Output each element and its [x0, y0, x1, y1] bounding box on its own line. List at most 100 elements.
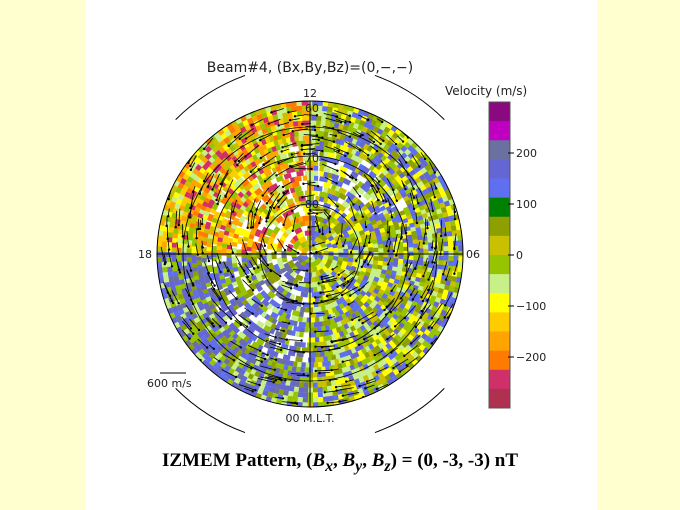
velocity-cell — [232, 217, 240, 226]
vector-origin — [314, 369, 317, 373]
vector-origin — [398, 370, 402, 373]
flow-vector — [326, 292, 341, 297]
vector-origin — [386, 168, 390, 171]
vector-origin — [453, 272, 456, 275]
velocity-cell — [255, 216, 264, 225]
flow-vector — [168, 190, 172, 200]
vector-origin — [365, 380, 369, 383]
vector-origin — [363, 260, 366, 264]
vector-origin — [284, 379, 287, 382]
vector-origin — [334, 385, 338, 389]
vector-origin — [328, 230, 332, 234]
vector-origin — [290, 153, 294, 156]
vector-origin — [248, 280, 252, 284]
velocity-cell — [302, 215, 311, 222]
flow-vector — [204, 261, 210, 274]
colorbar-swatch — [489, 369, 510, 390]
vector-origin — [216, 202, 219, 206]
velocity-cell — [227, 304, 236, 313]
flow-vector — [370, 184, 379, 201]
vector-origin — [307, 226, 311, 229]
flow-vector — [277, 378, 286, 381]
flow-vector — [210, 287, 221, 300]
vector-origin — [270, 192, 273, 195]
vector-origin — [335, 389, 338, 392]
velocity-cell — [327, 152, 336, 159]
velocity-cell — [308, 357, 316, 363]
vector-origin — [263, 180, 267, 183]
vector-origin — [366, 263, 370, 266]
velocity-cell — [302, 205, 311, 211]
vector-origin — [219, 270, 222, 274]
vector-origin — [266, 263, 270, 267]
flow-vector — [163, 254, 167, 263]
velocity-cell — [243, 229, 251, 239]
flow-vector — [234, 131, 243, 138]
flow-vector — [323, 113, 338, 117]
vector-origin — [323, 391, 327, 394]
flow-vector — [166, 215, 168, 226]
vector-origin — [346, 280, 350, 283]
vector-origin — [170, 265, 174, 268]
flow-vector — [267, 375, 281, 379]
vector-origin — [306, 374, 310, 377]
vector-origin — [321, 149, 324, 153]
vector-origin — [344, 121, 347, 124]
velocity-cell — [296, 190, 304, 197]
vector-origin — [229, 317, 233, 320]
velocity-cell — [246, 288, 255, 297]
vector-origin — [265, 202, 269, 205]
vector-origin — [320, 300, 323, 303]
vector-origin — [433, 171, 436, 174]
vector-origin — [280, 150, 283, 153]
outer-arc — [374, 387, 445, 434]
colorbar-swatch — [489, 274, 510, 294]
vector-origin — [354, 218, 357, 222]
flow-vector — [320, 290, 334, 294]
flow-vector — [411, 154, 420, 167]
vector-origin — [417, 247, 420, 250]
flow-vector — [420, 304, 432, 318]
velocity-cell — [338, 187, 347, 195]
flow-vector — [302, 194, 315, 198]
vector-origin — [191, 190, 195, 194]
vector-origin — [165, 224, 168, 228]
vector-origin — [409, 293, 413, 296]
vector-origin — [420, 309, 423, 313]
flow-vector — [358, 205, 364, 217]
vector-origin — [427, 278, 430, 281]
velocity-cell — [341, 200, 351, 209]
vector-origin — [302, 351, 306, 354]
velocity-cell — [263, 169, 273, 178]
velocity-cell — [302, 155, 310, 161]
velocity-cell — [229, 298, 238, 307]
velocity-cell — [262, 236, 270, 245]
colorbar-tick-label: 100 — [516, 198, 537, 211]
flow-vector — [228, 290, 237, 300]
velocity-cell — [369, 191, 378, 201]
flow-vector — [313, 241, 326, 246]
velocity-cell — [235, 276, 243, 285]
velocity-cell — [239, 311, 248, 321]
caption-prefix: IZMEM Pattern, ( — [161, 450, 313, 471]
velocity-cell — [287, 350, 296, 357]
flow-vector — [365, 384, 375, 389]
flow-vector — [281, 321, 290, 324]
flow-vector — [188, 154, 194, 164]
vector-origin — [340, 293, 344, 297]
vector-origin — [403, 184, 406, 187]
velocity-cell — [350, 170, 359, 179]
colorbar-swatch — [489, 197, 510, 218]
vector-origin — [368, 241, 371, 244]
velocity-cell — [283, 172, 292, 180]
chart-title: Beam#4, (Bx,By,Bz)=(0,−,−) — [207, 60, 413, 76]
vector-origin — [386, 231, 390, 234]
flow-vector — [350, 237, 359, 253]
flow-vector — [342, 334, 358, 341]
vector-origin — [414, 267, 417, 270]
vector-origin — [400, 237, 403, 240]
flow-vector — [221, 172, 229, 185]
flow-vector — [290, 118, 300, 121]
vector-origin — [261, 194, 264, 197]
vector-origin — [376, 332, 379, 336]
